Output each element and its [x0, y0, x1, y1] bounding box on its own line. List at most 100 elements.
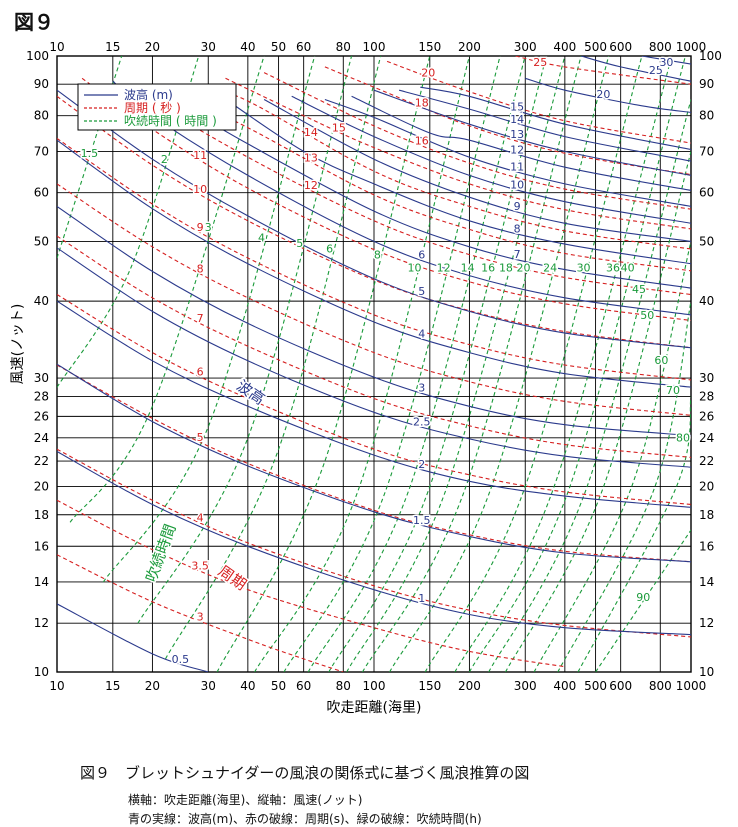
wave-height-curve-9: [263, 99, 691, 242]
period-label-8: 8: [197, 262, 204, 275]
period-label-20: 20: [421, 67, 435, 80]
annotation: 周期: [215, 562, 250, 594]
legend-label: 周期 ( 秒 ): [124, 101, 181, 115]
plot-frame: [56, 55, 692, 673]
duration-label-50: 50: [640, 309, 654, 322]
duration-label-45: 45: [632, 283, 646, 296]
period-curve-14: [193, 83, 691, 250]
y-axis-label: 風速(ノット): [10, 304, 26, 385]
y-tick-label-right: 70: [699, 144, 714, 158]
y-tick-label-right: 16: [699, 539, 714, 553]
x-tick-label-bottom: 1000: [676, 679, 707, 693]
x-axis-label: 吹走距離(海里): [327, 699, 422, 716]
x-tick-label-bottom: 100: [363, 679, 386, 693]
x-tick-label-top: 1000: [676, 40, 707, 54]
duration-label-16: 16: [481, 261, 495, 274]
caption-lines-note: 青の実線：波高(m)、赤の破線：周期(s)、緑の破線：吹続時間(h): [128, 812, 482, 826]
period-label-9: 9: [197, 221, 204, 234]
x-tick-label-bottom: 15: [105, 679, 120, 693]
y-tick-label-left: 80: [34, 109, 49, 123]
y-tick-label-left: 100: [26, 49, 49, 63]
wave-height-curve-20: [525, 77, 691, 113]
duration-label-12: 12: [437, 261, 451, 274]
period-curve-9: [57, 137, 691, 381]
y-tick-label-left: 60: [34, 186, 49, 200]
duration-label-30: 30: [577, 261, 591, 274]
wave-height-label-6: 6: [418, 249, 425, 262]
figure-label: 図９: [14, 10, 54, 34]
legend-box: [77, 83, 237, 131]
x-tick-label-bottom: 80: [336, 679, 351, 693]
duration-curve-40: [468, 56, 686, 672]
wave-height-curve-8: [221, 95, 691, 265]
period-curve-16: [263, 72, 691, 210]
period-curve-7: [57, 235, 691, 458]
x-tick-label-bottom: 200: [458, 679, 481, 693]
x-tick-label-top: 20: [145, 40, 160, 54]
legend-label: 波高 (m): [124, 87, 173, 102]
duration-label-40: 40: [621, 261, 635, 274]
period-curve-25: [515, 56, 691, 85]
duration-curve-30: [424, 56, 643, 672]
period-curve-12: [121, 83, 691, 296]
y-tick-label-right: 22: [699, 454, 714, 468]
y-tick-label-right: 100: [699, 49, 722, 63]
duration-label-36: 36: [606, 261, 620, 274]
x-tick-label-bottom: 300: [514, 679, 537, 693]
duration-curve-8: [216, 56, 431, 672]
wave-height-label-14: 14: [510, 113, 524, 126]
duration-curve-4: [102, 56, 316, 583]
duration-label-8: 8: [374, 249, 381, 262]
period-label-5: 5: [197, 431, 204, 444]
y-tick-label-left: 90: [34, 77, 49, 91]
wave-height-curve-12: [351, 95, 691, 191]
period-curve-3: [57, 554, 344, 672]
y-tick-label-right: 80: [699, 109, 714, 123]
x-tick-label-top: 800: [649, 40, 672, 54]
x-tick-label-top: 40: [240, 40, 255, 54]
x-tick-label-bottom: 150: [418, 679, 441, 693]
x-tick-label-top: 30: [201, 40, 216, 54]
axes: 1010151520203030404050506060808010010015…: [10, 40, 722, 716]
period-lines: [57, 56, 691, 672]
wave-height-label-25: 25: [649, 64, 663, 77]
y-tick-label-left: 10: [34, 665, 49, 679]
duration-curve-18: [346, 56, 566, 672]
period-label-6: 6: [197, 366, 204, 379]
duration-label-70: 70: [666, 384, 680, 397]
y-tick-label-left: 50: [34, 234, 49, 248]
duration-label-5: 5: [296, 237, 303, 250]
caption-title: 図９ ブレットシュナイダーの風浪の関係式に基づく風浪推算の図: [80, 764, 530, 782]
x-tick-label-bottom: 50: [271, 679, 286, 693]
y-tick-label-right: 50: [699, 234, 714, 248]
wave-height-curve-5: [57, 89, 691, 349]
period-label-25: 25: [533, 56, 547, 69]
duration-curve-2: [57, 56, 200, 388]
legend: 波高 (m)周期 ( 秒 )吹続時間 ( 時間 ): [77, 83, 237, 131]
x-tick-label-top: 200: [458, 40, 481, 54]
period-label-15: 15: [332, 122, 346, 135]
y-tick-label-left: 16: [34, 539, 49, 553]
period-curve-15: [225, 77, 691, 230]
wave-height-label-2.5: 2.5: [413, 416, 431, 429]
wave-height-label-2: 2: [418, 458, 425, 471]
duration-curve-12: [283, 56, 501, 672]
wave-height-curve-13: [373, 89, 691, 176]
wave-height-label-13: 13: [510, 128, 524, 141]
y-tick-label-left: 22: [34, 454, 49, 468]
period-curve-13: [158, 83, 691, 272]
x-tick-label-top: 400: [553, 40, 576, 54]
duration-label-20: 20: [517, 261, 531, 274]
duration-label-80: 80: [676, 432, 690, 445]
wave-height-curve-1.5: [57, 363, 691, 563]
legend-label: 吹続時間 ( 時間 ): [124, 114, 217, 128]
period-curve-8: [57, 183, 691, 416]
wave-height-label-30: 30: [659, 56, 673, 69]
duration-label-14: 14: [461, 261, 475, 274]
y-tick-label-right: 12: [699, 616, 714, 630]
wave-height-label-15: 15: [510, 100, 524, 113]
wave-height-curve-2.5: [57, 247, 691, 468]
y-tick-label-right: 30: [699, 371, 714, 385]
y-tick-label-left: 12: [34, 616, 49, 630]
wave-height-label-1.5: 1.5: [413, 514, 431, 527]
